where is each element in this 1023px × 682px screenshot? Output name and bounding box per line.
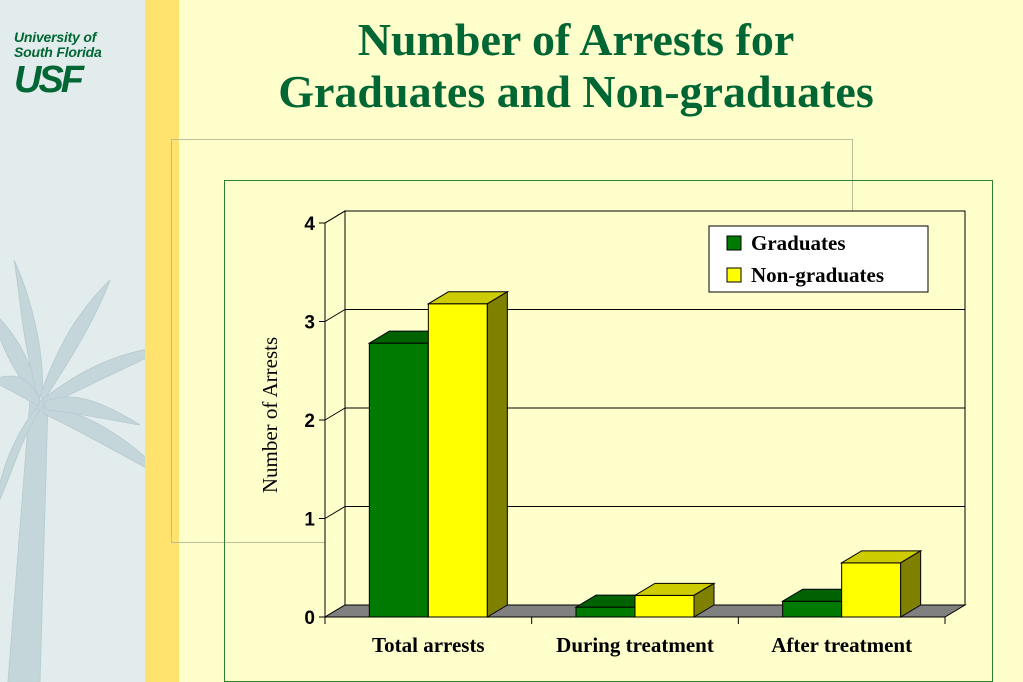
bar-non-graduates-side bbox=[693, 582, 715, 618]
logo-line-2: South Florida bbox=[14, 44, 102, 60]
y-tick-label: 4 bbox=[304, 214, 315, 235]
gridline-side bbox=[324, 407, 346, 421]
gridline-side bbox=[324, 309, 346, 322]
chart-frame bbox=[224, 180, 993, 682]
legend-label: Graduates bbox=[751, 231, 846, 255]
palm-tree-icon bbox=[0, 259, 145, 682]
usf-logo: University of South Florida USF bbox=[14, 29, 136, 101]
bar-non-graduates-front bbox=[427, 303, 488, 618]
bar-graduates-front bbox=[368, 342, 429, 618]
sidebar-panel: University of South Florida USF bbox=[0, 0, 145, 682]
logo-mark: USF bbox=[14, 59, 84, 101]
logo-line-1: University of bbox=[14, 29, 97, 45]
slide-title: Number of Arrests for Graduates and Non-… bbox=[179, 14, 973, 118]
y-tick-label: 3 bbox=[304, 313, 315, 334]
bar-non-graduates-front bbox=[841, 562, 902, 618]
legend-swatch bbox=[726, 235, 742, 251]
sidebar-stripe bbox=[145, 0, 179, 682]
gridline-side bbox=[324, 210, 346, 224]
x-category-label: After treatment bbox=[771, 633, 912, 657]
legend-box bbox=[708, 225, 929, 293]
x-category-label: During treatment bbox=[556, 633, 714, 657]
y-tick-label: 0 bbox=[304, 608, 315, 629]
title-line-2: Graduates and Non-graduates bbox=[278, 66, 874, 117]
y-axis-title: Number of Arrests bbox=[258, 336, 282, 494]
legend-label: Non-graduates bbox=[751, 263, 884, 287]
gridline-side bbox=[324, 506, 346, 519]
y-tick-label: 1 bbox=[304, 510, 315, 531]
y-tick-label: 2 bbox=[304, 411, 315, 432]
bar-non-graduates-side bbox=[486, 290, 508, 618]
title-line-1: Number of Arrests for bbox=[357, 14, 795, 65]
bar-non-graduates-side bbox=[900, 549, 922, 618]
legend-swatch bbox=[726, 267, 742, 283]
x-category-label: Total arrests bbox=[372, 633, 485, 657]
